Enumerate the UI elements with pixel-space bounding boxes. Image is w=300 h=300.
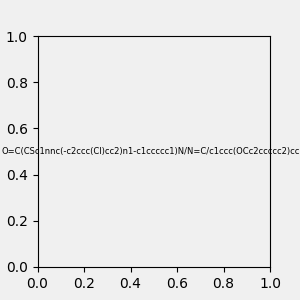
Text: O=C(CSc1nnc(-c2ccc(Cl)cc2)n1-c1ccccc1)N/N=C/c1ccc(OCc2ccccc2)cc1: O=C(CSc1nnc(-c2ccc(Cl)cc2)n1-c1ccccc1)N/… (2, 147, 300, 156)
